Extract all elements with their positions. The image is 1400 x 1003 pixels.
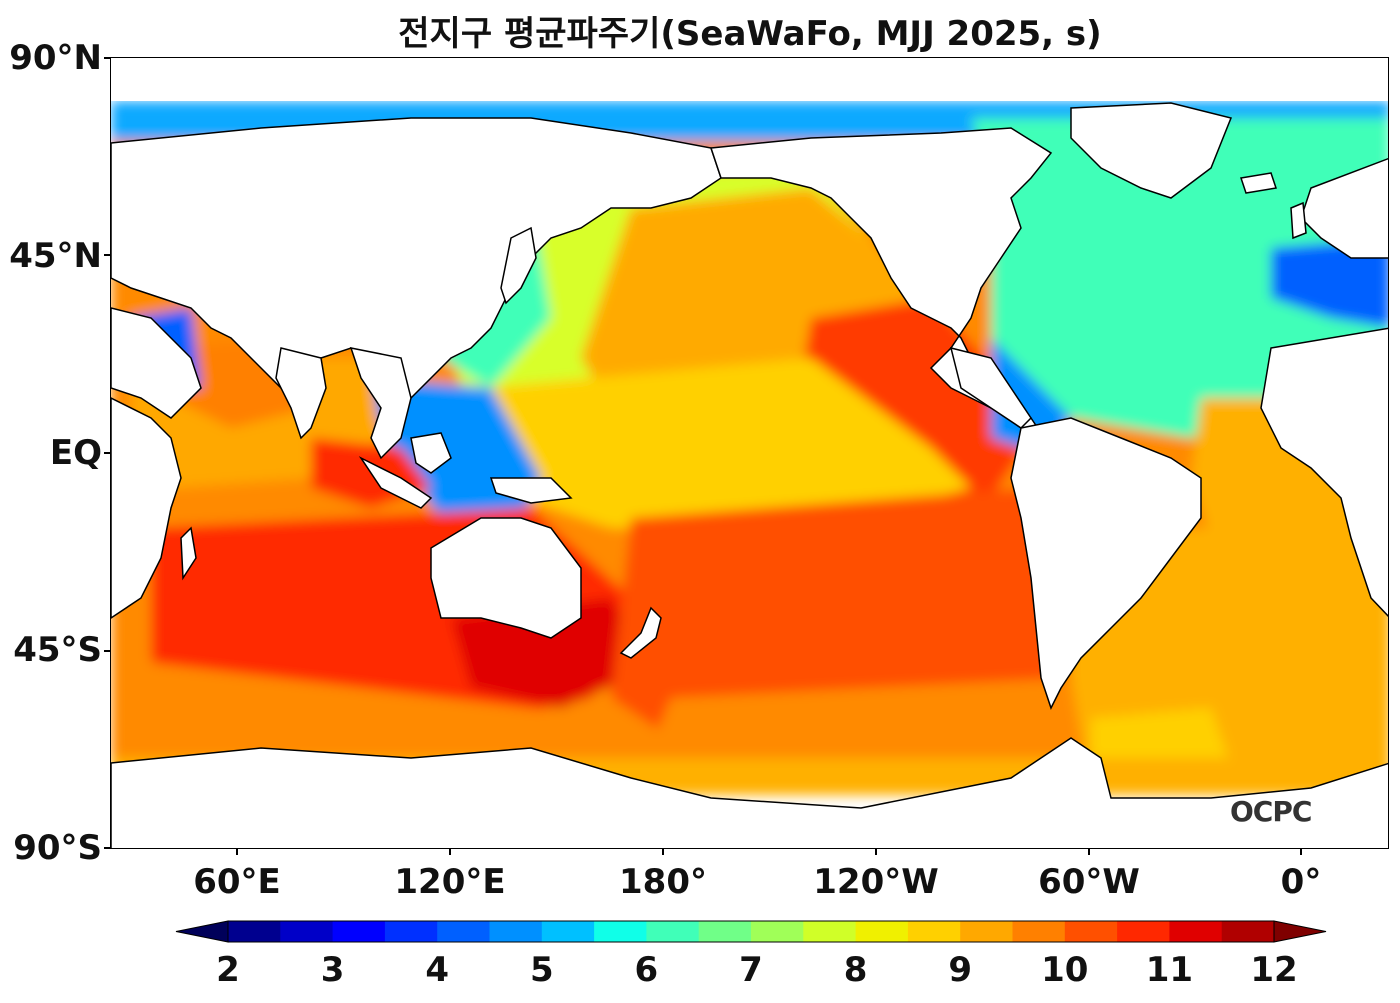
- colorbar-segment: [594, 921, 647, 942]
- land-antarctica: [111, 737, 1388, 848]
- colorbar-tick-label: 6: [634, 950, 659, 990]
- lon-label-120e: 120°E: [394, 862, 506, 902]
- colorbar-segment: [1012, 921, 1066, 942]
- colorbar-segment: [1064, 921, 1118, 942]
- colorbar-under-arrow: [175, 920, 229, 943]
- lat-label-90n: 90°N: [9, 38, 102, 78]
- no-data-arctic: [111, 58, 1388, 101]
- map-svg: [111, 58, 1388, 848]
- lon-label-60e: 60°E: [193, 862, 281, 902]
- colorbar-tick-label: 2: [216, 950, 240, 990]
- land-africa-west: [1260, 327, 1388, 617]
- colorbar-segment: [1169, 921, 1223, 942]
- colorbar-segment: [280, 921, 334, 942]
- lat-label-45n: 45°N: [9, 236, 102, 276]
- colorbar-segment: [489, 921, 543, 942]
- land-australia: [430, 517, 582, 639]
- lat-tick: [104, 847, 110, 849]
- colorbar-tick-label: 5: [529, 950, 554, 990]
- colorbar-segment: [855, 921, 909, 942]
- colorbar-tick-label: 11: [1145, 950, 1194, 990]
- land-greenland: [1070, 102, 1233, 199]
- colorbar-tick-label: 9: [948, 950, 973, 990]
- colorbar-segment: [751, 921, 804, 942]
- land-madagascar: [180, 526, 197, 581]
- colorbar-tick-label: 10: [1041, 950, 1089, 990]
- land-japan: [500, 226, 537, 305]
- colorbar-over-arrow: [1273, 920, 1327, 943]
- colorbar-segment: [698, 921, 752, 942]
- wave-period-map: [110, 57, 1389, 849]
- colorbar-segment: [803, 921, 857, 942]
- land-borneo: [410, 432, 452, 474]
- land-uk: [1290, 201, 1307, 240]
- lat-label-eq: EQ: [49, 433, 102, 473]
- lat-label-90s: 90°S: [13, 828, 102, 868]
- land-masses: [111, 102, 1388, 848]
- colorbar-segment: [384, 921, 438, 942]
- land-indochina: [349, 347, 412, 460]
- lon-label-60w: 60°W: [1038, 862, 1140, 902]
- lon-tick: [236, 849, 238, 855]
- land-newguinea: [489, 477, 573, 504]
- colorbar-tick-label: 8: [843, 950, 868, 990]
- colorbar-segment: [332, 921, 386, 942]
- lon-label-0: 0°: [1280, 862, 1322, 902]
- colorbar: [175, 920, 1327, 943]
- lon-tick: [449, 849, 451, 855]
- map-title: 전지구 평균파주기(SeaWaFo, MJJ 2025, s): [398, 14, 1102, 54]
- colorbar-tick-label: 3: [320, 950, 345, 990]
- lon-label-180: 180°: [619, 862, 707, 902]
- colorbar-border: [227, 920, 1275, 943]
- colorbar-tick-label: 12: [1250, 950, 1298, 990]
- land-arabia: [111, 307, 202, 419]
- lat-label-45s: 45°S: [13, 630, 102, 670]
- colorbar-segment: [228, 921, 281, 942]
- lat-tick: [104, 57, 110, 59]
- colorbar-segment: [1117, 921, 1170, 942]
- land-iceland: [1240, 172, 1277, 194]
- lon-tick: [875, 849, 877, 855]
- land-south-america: [1010, 417, 1202, 710]
- lon-tick: [1300, 849, 1302, 855]
- colorbar-segment: [437, 921, 490, 942]
- lat-tick: [104, 254, 110, 256]
- land-newzealand: [619, 606, 662, 659]
- lat-tick: [104, 452, 110, 454]
- lat-tick: [104, 650, 110, 652]
- colorbar-segment: [907, 921, 961, 942]
- colorbar-segment: [646, 921, 700, 942]
- colorbar-segment: [960, 921, 1013, 942]
- lon-tick: [1088, 849, 1090, 855]
- land-india: [275, 347, 327, 440]
- lon-tick: [662, 849, 664, 855]
- land-africa-east: [111, 397, 182, 619]
- ocpc-logo: OCPC: [1230, 795, 1312, 828]
- land-central-america: [949, 346, 1032, 429]
- lon-label-120w: 120°W: [813, 862, 939, 902]
- colorbar-segment: [1221, 921, 1275, 942]
- colorbar-tick-label: 7: [739, 950, 763, 990]
- colorbar-segment: [541, 921, 595, 942]
- land-sumatra: [358, 456, 433, 509]
- colorbar-tick-label: 4: [425, 950, 450, 990]
